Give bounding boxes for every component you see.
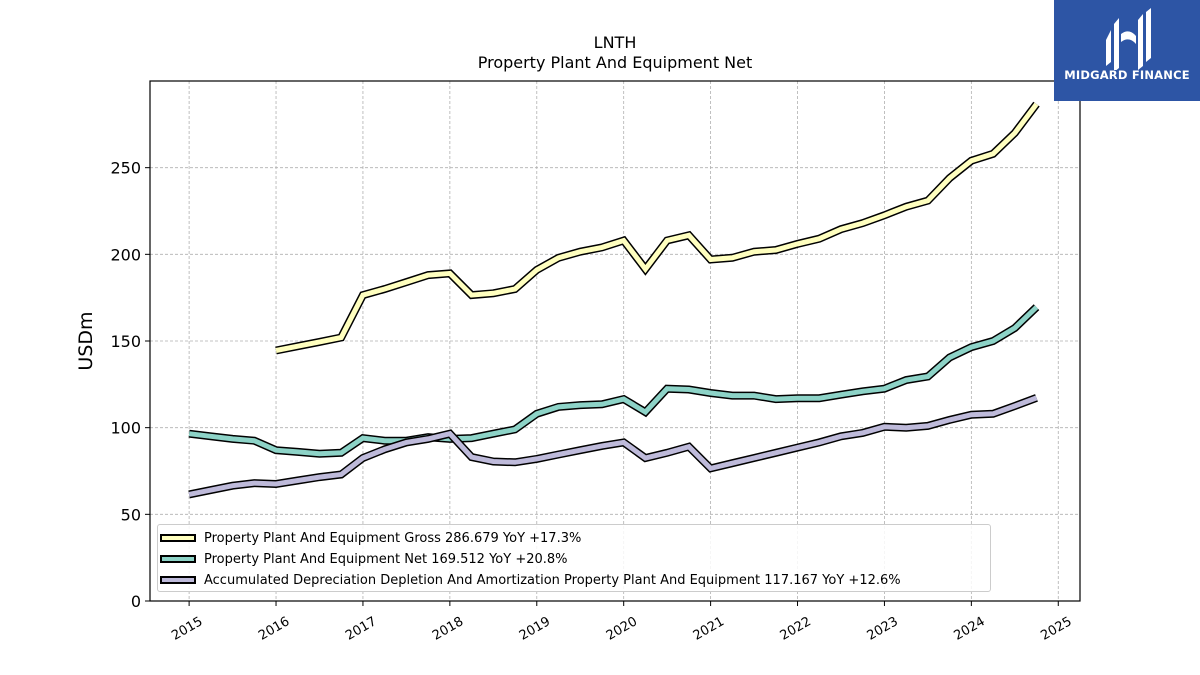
legend-swatch-gross [160, 534, 196, 542]
series-lines [188, 101, 1040, 499]
legend-label-net: Property Plant And Equipment Net 169.512… [204, 551, 568, 567]
legend-swatch-net [160, 555, 196, 563]
x-tick-label: 2022 [778, 614, 814, 644]
x-tick-label: 2015 [169, 614, 205, 644]
chart-title: LNTH [594, 33, 637, 52]
y-axis-label: USDm [75, 311, 97, 370]
x-tick-label: 2024 [952, 614, 988, 644]
y-tick-label: 0 [131, 592, 141, 611]
legend-item-gross: Property Plant And Equipment Gross 286.6… [158, 528, 581, 548]
series-line-0 [275, 102, 1039, 353]
legend-item-net: Property Plant And Equipment Net 169.512… [158, 549, 568, 569]
chart-legend: Property Plant And Equipment Gross 286.6… [157, 524, 991, 592]
y-tick-label: 250 [110, 159, 141, 178]
x-tick-label: 2025 [1038, 614, 1074, 644]
x-tick-label: 2021 [691, 614, 727, 644]
y-tick-label: 150 [110, 332, 141, 351]
x-tick-label: 2019 [517, 614, 553, 644]
legend-swatch-depreciation [160, 576, 196, 584]
brand-logo: MIDGARD FINANCE [1054, 0, 1200, 101]
series-line-outline-0 [275, 101, 1040, 355]
y-tick-label: 50 [121, 505, 141, 524]
x-tick-label: 2016 [256, 614, 292, 644]
grid-lines [150, 81, 1080, 601]
legend-item-depreciation: Accumulated Depreciation Depletion And A… [158, 570, 901, 590]
y-tick-label: 100 [110, 419, 141, 438]
legend-label-gross: Property Plant And Equipment Gross 286.6… [204, 530, 582, 546]
chart-subtitle: Property Plant And Equipment Net [478, 53, 753, 72]
x-tick-label: 2023 [865, 614, 901, 644]
x-tick-label: 2018 [430, 614, 466, 644]
series-line-2 [188, 395, 1038, 497]
x-tick-label: 2017 [343, 614, 379, 644]
midgard-logo-icon [1106, 8, 1151, 70]
x-tick-label: 2020 [604, 614, 640, 644]
legend-label-depreciation: Accumulated Depreciation Depletion And A… [204, 572, 901, 588]
y-axis: 0 50 100 150 200 250 [110, 159, 150, 611]
brand-name: MIDGARD FINANCE [1064, 68, 1190, 82]
x-axis: 2015 2016 2017 2018 2019 2020 2021 2022 2023 2024… [169, 601, 1075, 644]
series-line-1 [188, 305, 1039, 457]
y-tick-label: 200 [110, 245, 141, 264]
